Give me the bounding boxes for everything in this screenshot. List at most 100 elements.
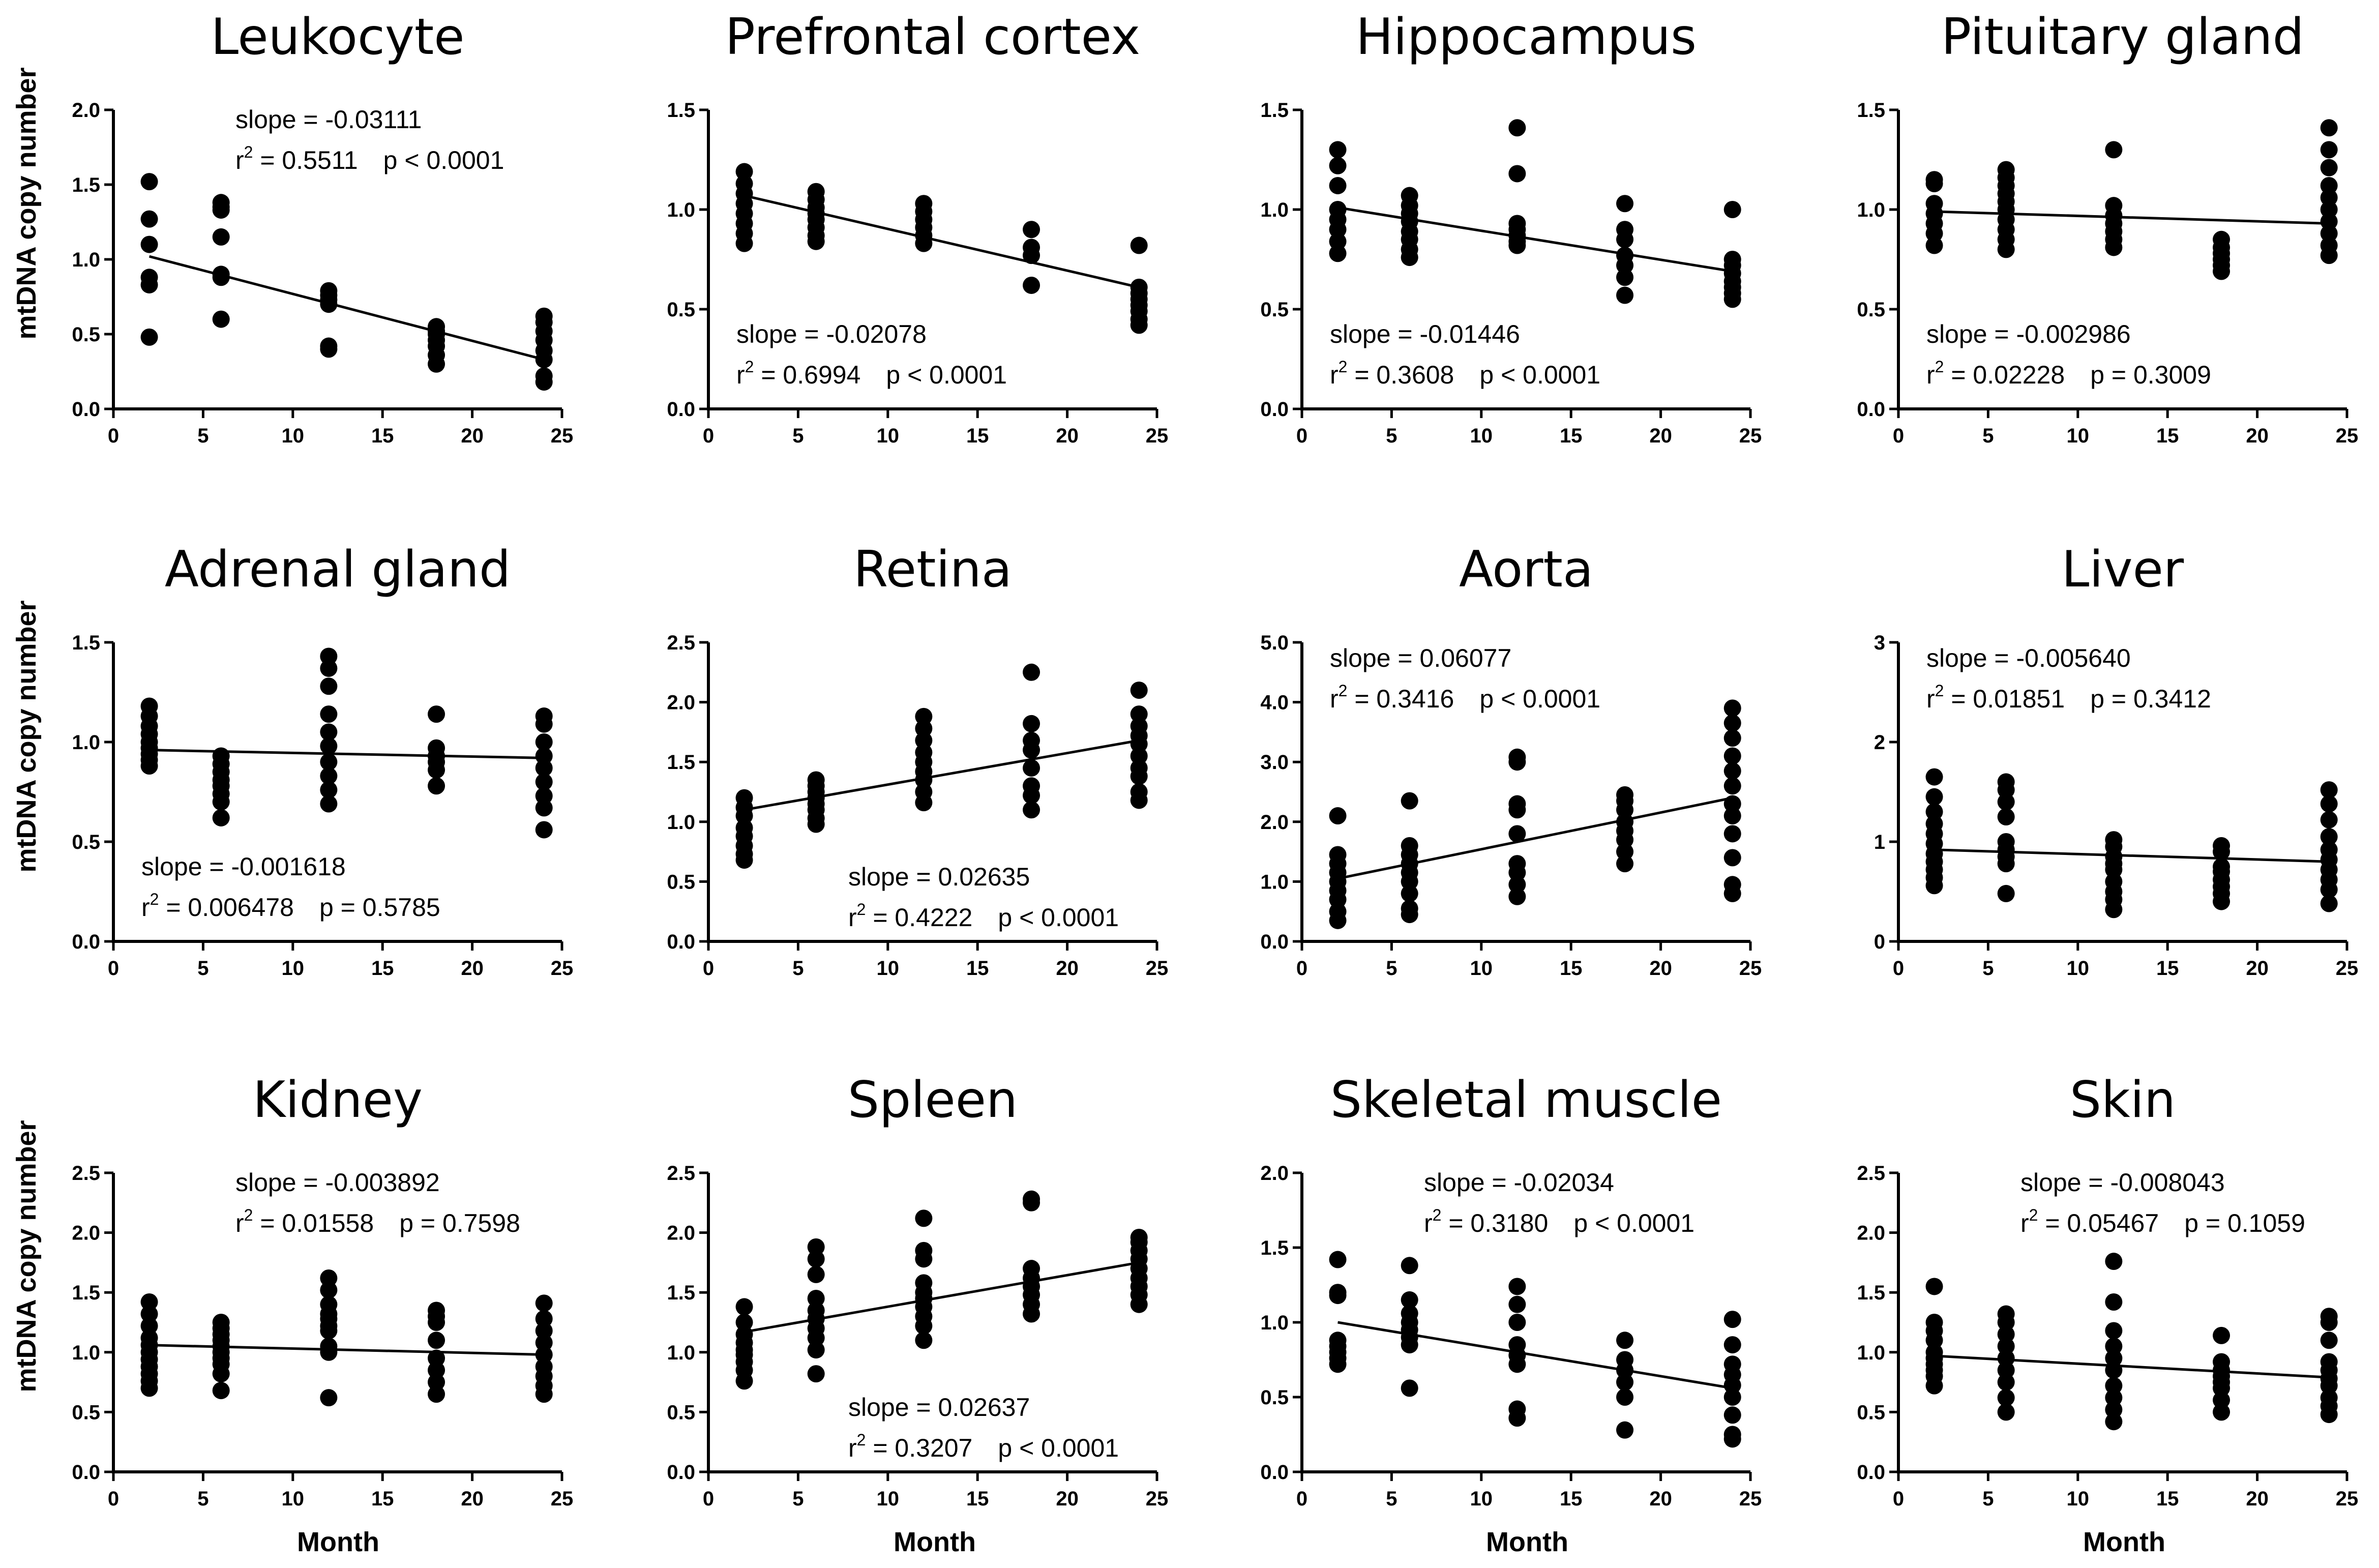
superscript-2: 2	[857, 900, 866, 919]
data-point	[140, 1379, 158, 1397]
data-point	[1997, 793, 2015, 811]
y-tick-label: 1.5	[1857, 1282, 1885, 1304]
superscript-2: 2	[1433, 1206, 1442, 1224]
y-tick-label: 1.5	[72, 632, 100, 654]
data-point	[320, 767, 338, 785]
data-point	[807, 815, 825, 833]
data-point	[1508, 753, 1526, 771]
data-point	[1130, 1295, 1148, 1313]
x-tick-label: 0	[1296, 957, 1307, 980]
panel-title: Skeletal muscle	[1330, 1071, 1722, 1129]
data-point	[320, 1281, 338, 1299]
p-value-text: p = 0.3009	[2090, 361, 2211, 389]
y-tick-label: 1.5	[1260, 1237, 1289, 1259]
data-point	[1997, 1373, 2015, 1391]
data-point	[1401, 906, 1418, 924]
data-point	[140, 1317, 158, 1335]
data-point	[2105, 1389, 2123, 1407]
panel-5: Adrenal gland 0.0 0.5 1.0 1.5 0 5 10 15 20 25 slope…	[72, 541, 573, 980]
x-tick-label: 5	[1386, 425, 1397, 447]
y-tick-label: 3	[1874, 632, 1885, 654]
data-point	[1329, 221, 1347, 239]
slope-text: slope = -0.02034	[1424, 1168, 1614, 1197]
data-point	[1925, 1332, 1943, 1349]
x-tick-label: 20	[2246, 425, 2269, 447]
x-tick-label: 15	[2156, 425, 2179, 447]
y-tick-label: 0.5	[1857, 1401, 1885, 1424]
y-tick-label: 1.0	[72, 1342, 100, 1364]
data-point	[1401, 884, 1418, 902]
data-point	[2105, 1413, 2123, 1431]
data-point	[1130, 316, 1148, 334]
x-axis-label-col-4: Month	[2083, 1527, 2165, 1557]
data-point	[807, 1289, 825, 1307]
data-point	[1723, 1406, 1741, 1424]
data-point	[1723, 1336, 1741, 1354]
r-squared-text: r2 = 0.006478 p = 0.5785	[141, 890, 440, 922]
data-point	[2320, 1377, 2338, 1395]
r-squared-value: = 0.3180	[1441, 1209, 1548, 1237]
data-point	[2105, 1338, 2123, 1355]
x-tick-label: 20	[461, 1488, 484, 1510]
y-tick-label: 0.5	[1260, 299, 1289, 321]
data-point	[2320, 881, 2338, 899]
p-value-text: p < 0.0001	[1573, 1209, 1694, 1237]
regression-line	[1337, 796, 1733, 880]
data-point	[1723, 1311, 1741, 1328]
y-tick-label: 0.0	[667, 1461, 695, 1484]
slope-text: slope = -0.02078	[736, 320, 927, 348]
data-point	[1508, 236, 1526, 254]
data-point	[2320, 225, 2338, 243]
superscript-2: 2	[2029, 1206, 2038, 1224]
data-point	[2213, 1326, 2231, 1344]
regression-line	[1934, 848, 2329, 863]
y-tick-label: 0.5	[72, 323, 100, 346]
x-tick-label: 15	[966, 1488, 989, 1510]
y-tick-label: 0	[1874, 931, 1885, 953]
y-tick-label: 1.5	[72, 174, 100, 196]
y-tick-label: 1.5	[667, 99, 695, 122]
data-point	[1508, 864, 1526, 881]
data-point	[1023, 741, 1040, 759]
x-tick-label: 10	[2067, 1488, 2090, 1510]
y-tick-label: 5.0	[1260, 632, 1289, 654]
x-axis-label-col-2: Month	[894, 1527, 976, 1557]
p-value-text: p = 0.7598	[399, 1209, 520, 1237]
x-tick-label: 10	[282, 1488, 305, 1510]
y-tick-label: 1.0	[667, 1342, 695, 1364]
data-point	[320, 795, 338, 813]
data-point	[1925, 768, 1943, 786]
panel-title: Skin	[2070, 1071, 2176, 1129]
data-point	[2320, 795, 2338, 813]
x-tick-label: 15	[1560, 1488, 1583, 1510]
data-point	[1508, 825, 1526, 843]
data-point	[2213, 1379, 2231, 1397]
y-tick-label: 2.0	[667, 692, 695, 714]
data-point	[1023, 663, 1040, 681]
x-tick-label: 20	[1649, 425, 1672, 447]
superscript-2: 2	[244, 1206, 253, 1224]
data-point	[2320, 895, 2338, 912]
regression-line	[149, 1344, 544, 1356]
superscript-2: 2	[1339, 358, 1348, 376]
superscript-2: 2	[1339, 682, 1348, 700]
r-squared-text: r2 = 0.3416 p < 0.0001	[1330, 682, 1600, 713]
data-point	[1329, 1355, 1347, 1373]
slope-text: slope = -0.008043	[2020, 1168, 2225, 1197]
x-tick-label: 0	[1296, 425, 1307, 447]
x-tick-label: 5	[792, 425, 804, 447]
y-tick-label: 2.5	[667, 632, 695, 654]
r-squared-text: r2 = 0.3207 p < 0.0001	[848, 1431, 1119, 1462]
y-tick-label: 0.0	[667, 398, 695, 421]
x-tick-label: 15	[1560, 957, 1583, 980]
data-point	[2320, 201, 2338, 218]
data-point	[1925, 788, 1943, 806]
r-squared-value: = 0.5511	[253, 146, 358, 174]
data-point	[140, 210, 158, 228]
data-point	[1723, 1388, 1741, 1406]
data-point	[320, 677, 338, 695]
p-value-text: p = 0.3412	[2090, 685, 2211, 713]
data-point	[212, 1365, 230, 1383]
data-point	[1329, 157, 1347, 174]
data-point	[320, 737, 338, 755]
